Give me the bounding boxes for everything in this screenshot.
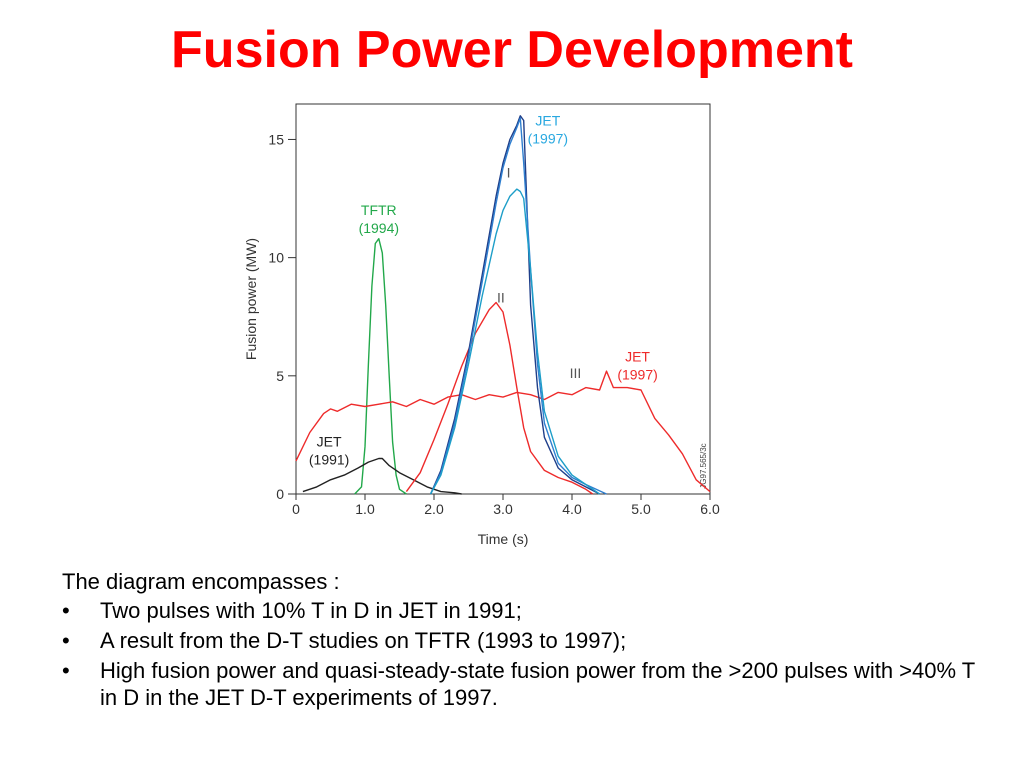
x-tick-label: 5.0: [631, 501, 651, 517]
bullet-glyph: •: [62, 598, 70, 623]
annotation-label: JET: [317, 434, 342, 450]
series-line: [354, 238, 407, 495]
bullet-text: Two pulses with 10% T in D in JET in 199…: [100, 598, 522, 623]
series-line: [429, 117, 607, 495]
y-tick-label: 0: [276, 486, 284, 502]
x-tick-label: 6.0: [700, 501, 720, 517]
x-tick-label: 2.0: [424, 501, 444, 517]
series-line: [429, 188, 600, 495]
x-tick-label: 3.0: [493, 501, 513, 517]
bullet-item: • A result from the D-T studies on TFTR …: [62, 627, 992, 654]
annotation-label: (1991): [309, 452, 349, 468]
x-axis-label: Time (s): [478, 531, 529, 547]
bullet-text: High fusion power and quasi-steady-state…: [100, 658, 975, 710]
annotation-label: I: [507, 164, 511, 180]
annotation-label: III: [570, 365, 582, 381]
bullet-text: A result from the D-T studies on TFTR (1…: [100, 628, 627, 653]
annotation-label: II: [497, 290, 505, 306]
series-line: [295, 370, 711, 493]
annotation-label: (1997): [617, 367, 657, 383]
series-line: [429, 115, 600, 495]
series-line: [405, 301, 594, 495]
series-line: [302, 457, 462, 495]
watermark-label: JG97.565/3c: [699, 443, 708, 488]
x-tick-label: 4.0: [562, 501, 582, 517]
y-axis-label: Fusion power (MW): [243, 238, 259, 360]
bullet-glyph: •: [62, 658, 70, 683]
y-tick-label: 15: [268, 131, 284, 147]
annotation-label: (1997): [528, 130, 568, 146]
y-tick-label: 5: [276, 368, 284, 384]
bullet-list: • Two pulses with 10% T in D in JET in 1…: [62, 597, 992, 711]
annotation-label: (1994): [359, 220, 399, 236]
bullet-glyph: •: [62, 628, 70, 653]
x-tick-label: 0: [292, 501, 300, 517]
y-tick-label: 10: [268, 250, 284, 266]
annotation-label: TFTR: [361, 202, 397, 218]
annotation-label: JET: [625, 349, 650, 365]
bullet-item: • Two pulses with 10% T in D in JET in 1…: [62, 597, 992, 624]
fusion-power-chart: 0 1.0 2.0 3.0 4.0 5.0 6.0 0 5 10 15 Time (s) Fusion …: [243, 103, 720, 547]
slide-body: The diagram encompasses : • Two pulses w…: [62, 568, 992, 714]
bullet-item: • High fusion power and quasi-steady-sta…: [62, 657, 992, 711]
slide-title: Fusion Power Development: [171, 21, 853, 79]
intro-text: The diagram encompasses :: [62, 569, 340, 594]
annotation-label: JET: [535, 112, 560, 128]
x-tick-label: 1.0: [355, 501, 375, 517]
